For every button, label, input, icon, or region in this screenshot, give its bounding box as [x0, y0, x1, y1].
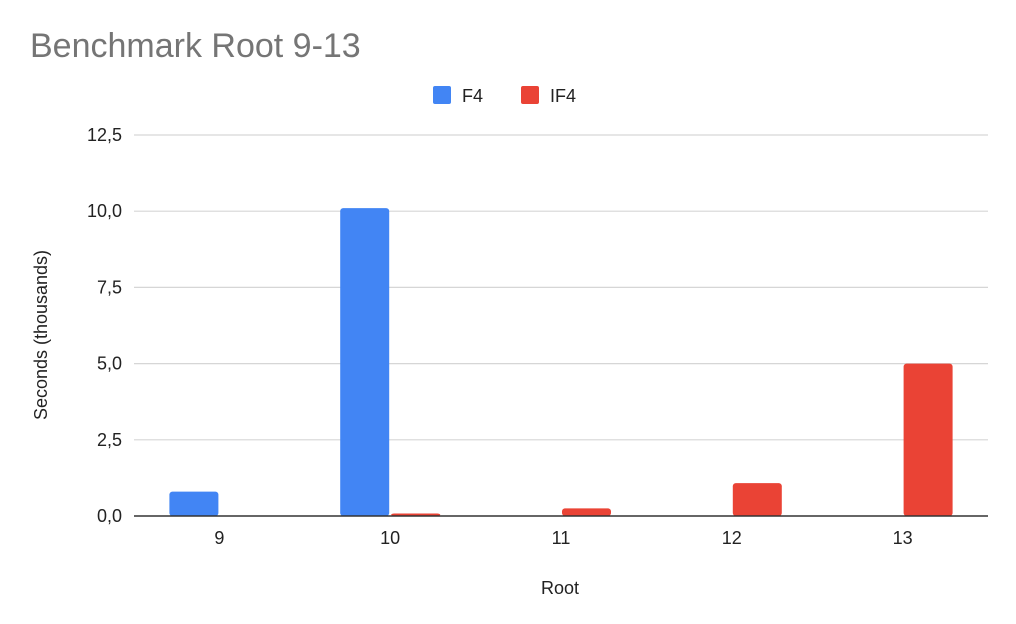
- x-axis-label: Root: [541, 578, 579, 598]
- bars: [169, 208, 953, 517]
- legend-label-if4: IF4: [550, 86, 576, 106]
- x-tick-label: 13: [893, 528, 913, 548]
- y-tick-label: 5,0: [97, 354, 122, 374]
- legend-swatch-if4: [521, 86, 539, 104]
- y-tick-label: 12,5: [87, 125, 122, 145]
- bar-if4-12: [732, 483, 782, 516]
- x-tick-label: 9: [214, 528, 224, 548]
- y-axis-label: Seconds (thousands): [31, 250, 51, 420]
- y-tick-label: 2,5: [97, 430, 122, 450]
- legend: F4 IF4: [433, 86, 576, 106]
- x-tick-label: 11: [552, 528, 571, 548]
- x-tick-label: 12: [722, 528, 742, 548]
- gridlines: [134, 134, 988, 441]
- bar-if4-11: [562, 508, 611, 516]
- x-tick-label: 10: [380, 528, 400, 548]
- legend-label-f4: F4: [462, 86, 483, 106]
- y-tick-label: 10,0: [87, 201, 122, 221]
- bar-if4-13: [903, 363, 953, 516]
- y-tick-label: 7,5: [97, 277, 122, 297]
- x-axis-ticks: 9 10 11 12 13: [214, 528, 912, 548]
- chart-title: Benchmark Root 9-13: [30, 27, 361, 65]
- bar-f4-10: [340, 208, 390, 517]
- y-tick-label: 0,0: [97, 506, 122, 526]
- y-axis-ticks: 0,0 2,5 5,0 7,5 10,0 12,5: [87, 125, 122, 526]
- legend-swatch-f4: [433, 86, 451, 104]
- bar-f4-9: [169, 491, 219, 516]
